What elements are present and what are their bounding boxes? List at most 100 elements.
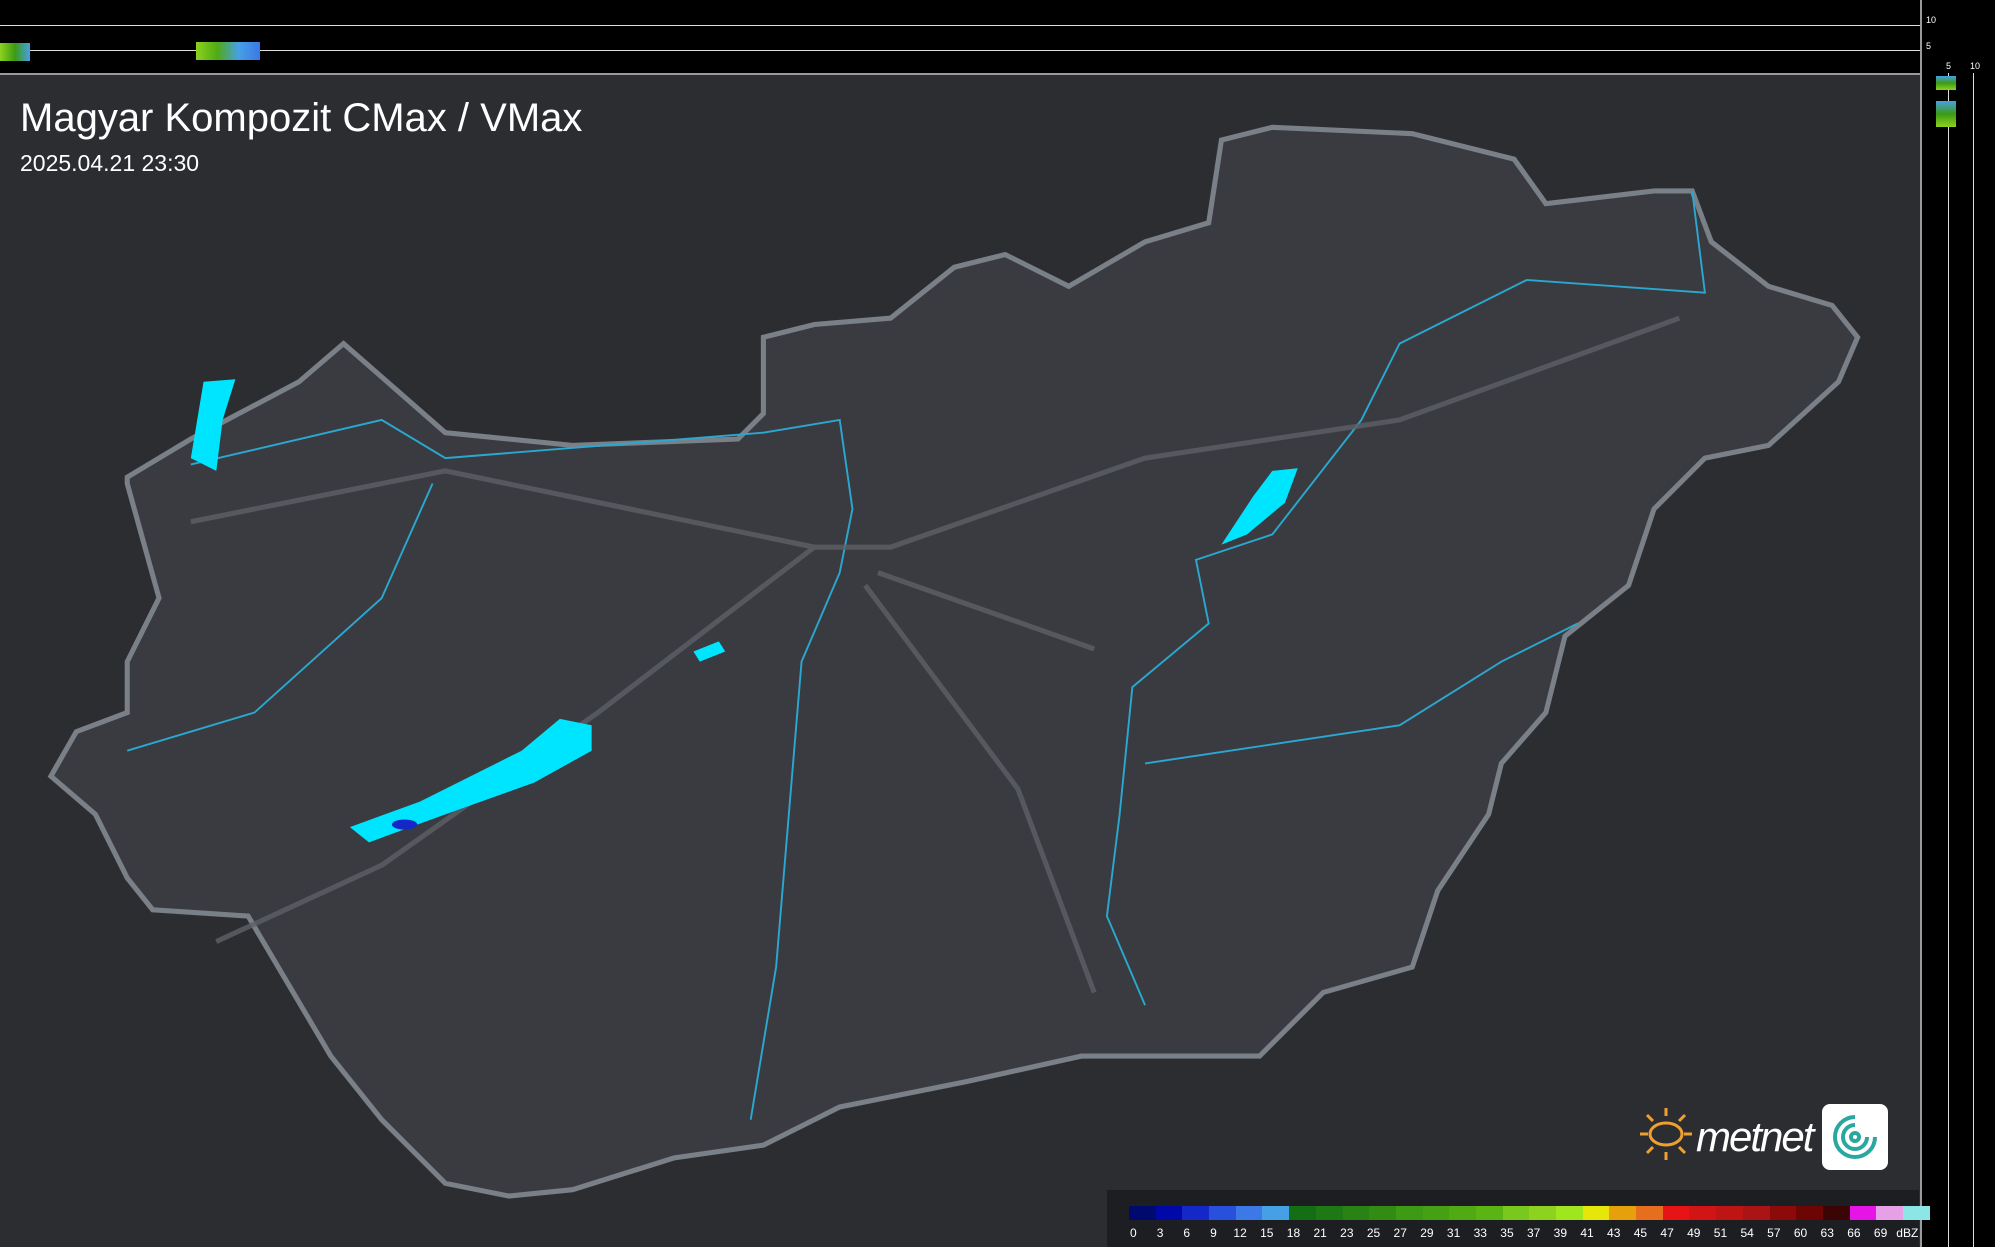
legend-swatch xyxy=(1395,1206,1423,1220)
river-tisza xyxy=(1105,190,1707,1006)
legend-label: 45 xyxy=(1633,1226,1648,1240)
gridline xyxy=(1973,73,1974,1247)
legend-label: 27 xyxy=(1393,1226,1407,1240)
legend-swatch xyxy=(1235,1206,1263,1220)
swirl-logo-icon xyxy=(1822,1104,1889,1170)
rivers xyxy=(126,190,1707,1120)
legend-label: 43 xyxy=(1607,1226,1621,1240)
legend-unit: dBZ xyxy=(1896,1226,1919,1240)
legend-label: 39 xyxy=(1553,1226,1568,1240)
legend-label: 37 xyxy=(1526,1226,1541,1240)
river-danube xyxy=(190,418,854,1120)
radar-echoes xyxy=(190,379,1298,843)
legend-swatch xyxy=(1129,1206,1156,1220)
echo-lake-balaton-core xyxy=(391,819,418,830)
legend-swatch xyxy=(1689,1206,1717,1220)
legend-swatch xyxy=(1182,1206,1210,1220)
legend-swatch xyxy=(1342,1206,1370,1220)
legend-swatch xyxy=(1422,1206,1450,1220)
echo-lake-balaton xyxy=(349,718,592,843)
legend-swatch xyxy=(1662,1206,1690,1220)
echo-lake-ferto xyxy=(190,379,236,471)
river-raba xyxy=(126,483,434,752)
legend-swatch xyxy=(1742,1206,1770,1220)
road xyxy=(190,315,1681,550)
legend-swatch xyxy=(1902,1206,1930,1220)
legend-swatch xyxy=(1449,1206,1476,1220)
legend-label: 0 xyxy=(1130,1226,1137,1240)
legend-swatch xyxy=(1849,1206,1877,1220)
legend-label: 31 xyxy=(1446,1226,1461,1240)
legend-label: 23 xyxy=(1340,1226,1354,1240)
echo-lake-tisza xyxy=(1221,468,1298,545)
profile-echo xyxy=(0,43,30,61)
legend-label: 25 xyxy=(1366,1226,1381,1240)
logo-text: metnet xyxy=(1696,1113,1814,1160)
legend-swatch xyxy=(1769,1206,1797,1220)
tick-label: 10 xyxy=(1926,15,1937,25)
legend-swatch xyxy=(1822,1206,1850,1220)
legend-swatch xyxy=(1315,1206,1343,1220)
legend-label: 6 xyxy=(1183,1226,1191,1240)
legend-swatch xyxy=(1369,1206,1396,1220)
legend-swatch xyxy=(1796,1206,1823,1220)
legend-swatch xyxy=(1716,1206,1743,1220)
profile-echo xyxy=(196,42,260,60)
legend-label: 3 xyxy=(1156,1226,1164,1240)
road xyxy=(877,570,1096,652)
road xyxy=(863,583,1097,994)
legend-label: 54 xyxy=(1740,1226,1754,1240)
legend-swatch xyxy=(1475,1206,1503,1220)
legend-label: 60 xyxy=(1793,1226,1808,1240)
metnet-logo: metnet xyxy=(1636,1104,1889,1170)
legend-swatch xyxy=(1262,1206,1290,1220)
hungary-border xyxy=(47,124,1861,1199)
legend-swatch xyxy=(1502,1206,1530,1220)
legend-label: 41 xyxy=(1580,1226,1594,1240)
legend-swatch xyxy=(1609,1206,1637,1220)
legend-swatch xyxy=(1636,1206,1663,1220)
tick-label: 5 xyxy=(1926,41,1932,51)
horizontal-profile xyxy=(0,0,1920,75)
profile-echo xyxy=(1936,101,1956,127)
legend-swatch xyxy=(1289,1206,1316,1220)
echo-lake-velence xyxy=(693,641,726,662)
legend-label: 66 xyxy=(1847,1226,1861,1240)
legend-label: 29 xyxy=(1420,1226,1434,1240)
tick-label: 10 xyxy=(1970,61,1981,71)
river-koros xyxy=(1144,622,1579,765)
legend-swatch xyxy=(1155,1206,1183,1220)
legend-label: 15 xyxy=(1260,1226,1274,1240)
legend-labels: 0 3 6 9 12 15 18 21 23 25 27 29 31 33 35 37 39 41 43 45 47 49… xyxy=(1120,1226,1921,1240)
legend-label: 47 xyxy=(1660,1226,1674,1240)
sun-icon xyxy=(1640,1108,1692,1160)
map-timestamp: 2025.04.21 23:30 xyxy=(20,150,200,176)
vertical-profile: 10 5 5 10 xyxy=(1920,0,1995,1247)
legend-label: 49 xyxy=(1687,1226,1701,1240)
legend-label: 57 xyxy=(1767,1226,1781,1240)
legend-label: 12 xyxy=(1233,1226,1247,1240)
gridline xyxy=(1948,73,1949,1247)
legend-label: 18 xyxy=(1286,1226,1301,1240)
map-title: Magyar Kompozit CMax / VMax xyxy=(20,96,583,140)
tick-label: 5 xyxy=(1946,61,1952,71)
gridline xyxy=(0,50,1920,51)
dbz-legend: 0 3 6 9 12 15 18 21 23 25 27 29 31 33 35 37 39 41 43 45 47 49… xyxy=(1107,1190,1930,1247)
legend-swatches xyxy=(1129,1206,1930,1220)
legend-swatch xyxy=(1209,1206,1236,1220)
legend-swatch xyxy=(1556,1206,1583,1220)
legend-label: 69 xyxy=(1873,1226,1888,1240)
profile-echo xyxy=(1936,76,1956,90)
legend-label: 35 xyxy=(1500,1226,1514,1240)
gridline xyxy=(0,25,1920,26)
legend-label: 33 xyxy=(1473,1226,1487,1240)
legend-label: 63 xyxy=(1820,1226,1834,1240)
legend-label: 9 xyxy=(1210,1226,1217,1240)
radar-map[interactable] xyxy=(0,75,1920,1247)
legend-swatch xyxy=(1876,1206,1903,1220)
legend-label: 51 xyxy=(1713,1226,1728,1240)
legend-label: 21 xyxy=(1313,1226,1327,1240)
legend-swatch xyxy=(1529,1206,1556,1220)
legend-swatch xyxy=(1582,1206,1610,1220)
